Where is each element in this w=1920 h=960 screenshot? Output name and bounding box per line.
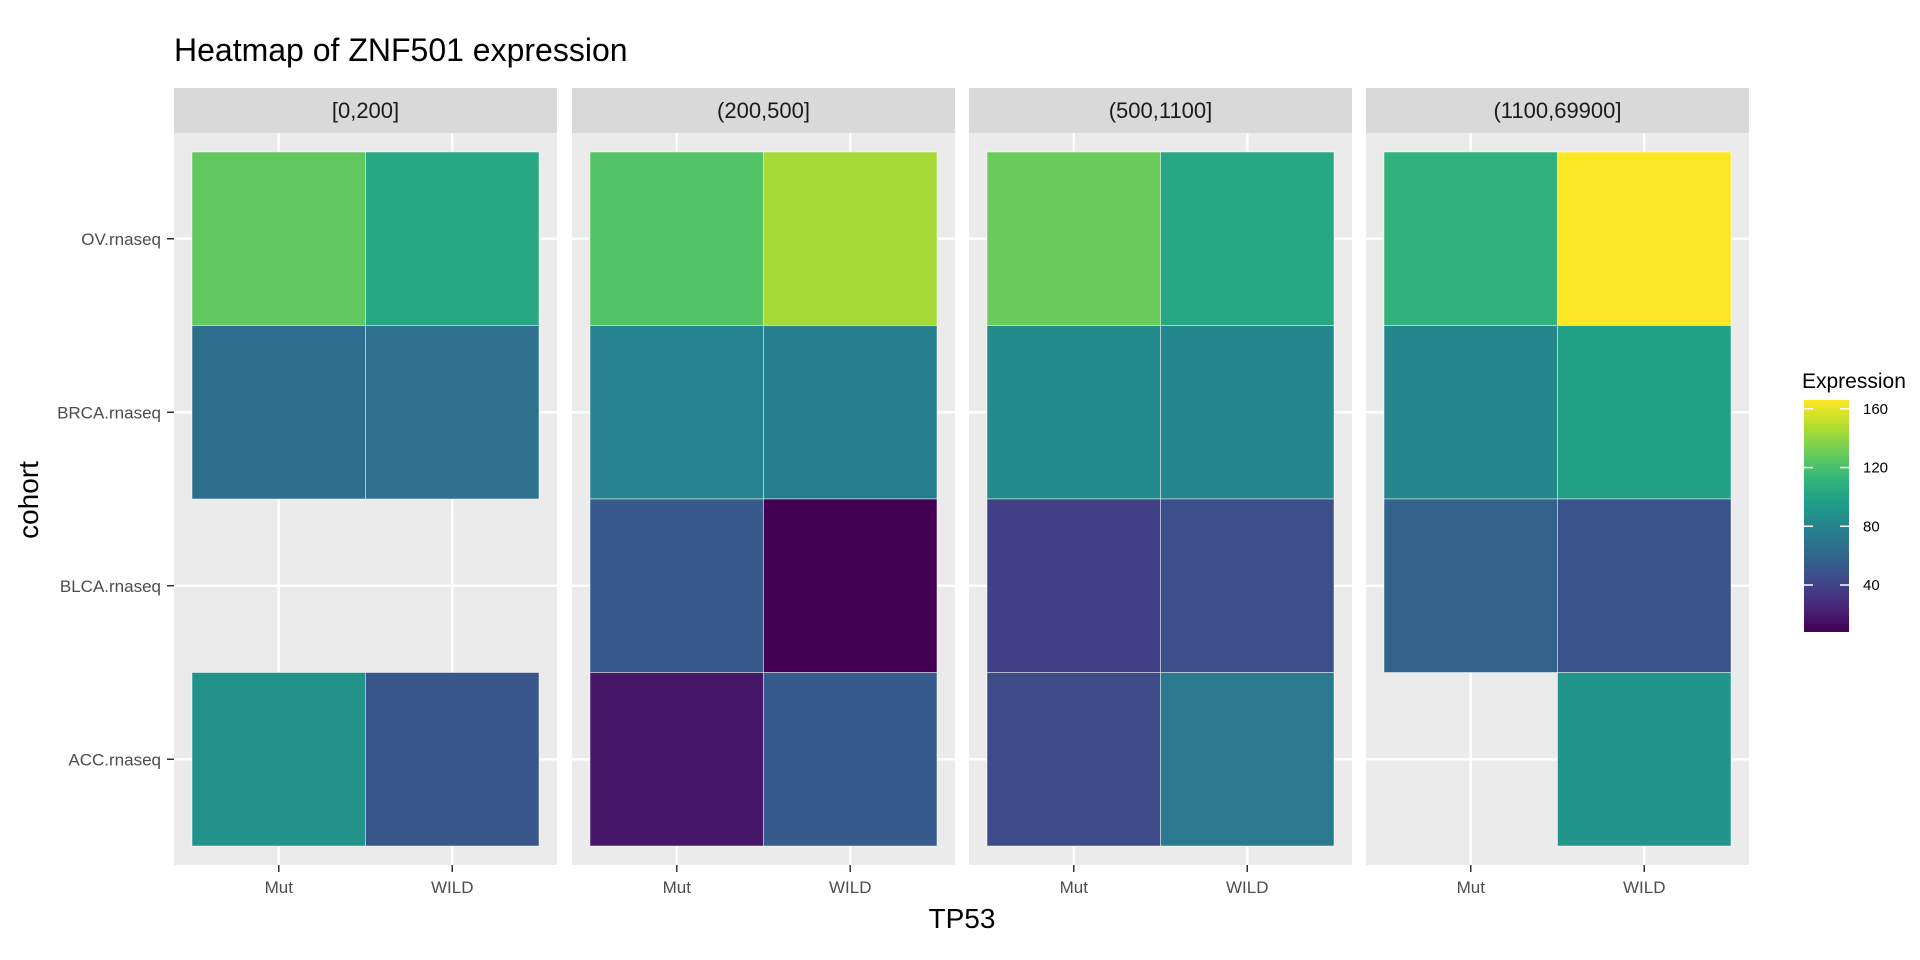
legend-tick-label: 120 xyxy=(1863,460,1888,477)
chart-title: Heatmap of ZNF501 expression xyxy=(174,32,628,68)
heatmap-cell xyxy=(365,672,540,847)
facet-label: (1100,69900] xyxy=(1493,98,1621,123)
x-tick-label: Mut xyxy=(1457,878,1486,897)
facet-strip xyxy=(572,88,955,133)
heatmap-cell xyxy=(191,672,366,847)
facet-strip xyxy=(969,88,1352,133)
legend-title: Expression xyxy=(1802,370,1906,393)
heatmap-cell xyxy=(1383,151,1558,326)
legend-tick-label: 160 xyxy=(1863,401,1888,418)
facet-label: (200,500] xyxy=(717,98,810,123)
heatmap-cell xyxy=(365,151,540,326)
heatmap-cell xyxy=(589,325,764,500)
heatmap-cell xyxy=(763,325,938,500)
heatmap-cell xyxy=(986,498,1161,673)
x-tick-label: Mut xyxy=(265,878,294,897)
heatmap-cell xyxy=(986,151,1161,326)
heatmap-cell xyxy=(1160,325,1335,500)
legend-tick-label: 40 xyxy=(1863,577,1880,594)
heatmap-cell xyxy=(1557,672,1732,847)
legend-tick-label: 80 xyxy=(1863,518,1880,535)
heatmap-cell xyxy=(1160,672,1335,847)
heatmap-cell xyxy=(1160,151,1335,326)
x-tick-label: WILD xyxy=(1623,878,1666,897)
y-tick-label: BRCA.rnaseq xyxy=(57,403,161,422)
y-tick-label: ACC.rnaseq xyxy=(68,750,161,769)
heatmap-cell xyxy=(191,151,366,326)
heatmap-cell xyxy=(1160,498,1335,673)
legend-colorbar xyxy=(1804,400,1849,632)
y-tick-label: OV.rnaseq xyxy=(81,230,161,249)
heatmap-cell xyxy=(986,325,1161,500)
heatmap-cell xyxy=(763,151,938,326)
facet-panel: (500,1100] xyxy=(969,88,1352,865)
heatmap-cell xyxy=(986,672,1161,847)
heatmap-cell xyxy=(1557,498,1732,673)
facet-panels: [0,200] (200,500] (500,1100] (1100,69900] xyxy=(174,88,1749,865)
x-tick-label: Mut xyxy=(1060,878,1089,897)
y-tick-label: BLCA.rnaseq xyxy=(60,577,161,596)
heatmap-cell xyxy=(1383,325,1558,500)
facet-panel: (200,500] xyxy=(572,88,955,865)
heatmap-cell xyxy=(763,498,938,673)
heatmap-cell xyxy=(1383,498,1558,673)
facet-label: [0,200] xyxy=(332,98,399,123)
color-legend: Expression 40 80 120 160 xyxy=(1802,370,1906,632)
facet-strip xyxy=(1366,88,1749,133)
x-tick-label: WILD xyxy=(829,878,872,897)
facet-panel: (1100,69900] xyxy=(1366,88,1749,865)
heatmap-cell xyxy=(365,325,540,500)
heatmap-cell xyxy=(589,151,764,326)
heatmap-cell xyxy=(763,672,938,847)
heatmap-cell xyxy=(191,325,366,500)
facet-strip xyxy=(174,88,557,133)
facet-panel: [0,200] xyxy=(174,88,557,865)
x-axis-title: TP53 xyxy=(929,903,996,934)
heatmap-cell xyxy=(589,498,764,673)
x-tick-label: WILD xyxy=(431,878,474,897)
heatmap-cell xyxy=(589,672,764,847)
x-tick-label: Mut xyxy=(663,878,692,897)
x-axis: Mut WILD Mut WILD Mut WILD Mut WILD xyxy=(265,865,1666,897)
facet-label: (500,1100] xyxy=(1109,98,1213,123)
heatmap-cell xyxy=(1557,325,1732,500)
x-tick-label: WILD xyxy=(1226,878,1269,897)
heatmap-cell xyxy=(1557,151,1732,326)
y-axis: OV.rnaseq BRCA.rnaseq BLCA.rnaseq ACC.rnase… xyxy=(57,230,174,769)
y-axis-title: cohort xyxy=(13,461,44,539)
